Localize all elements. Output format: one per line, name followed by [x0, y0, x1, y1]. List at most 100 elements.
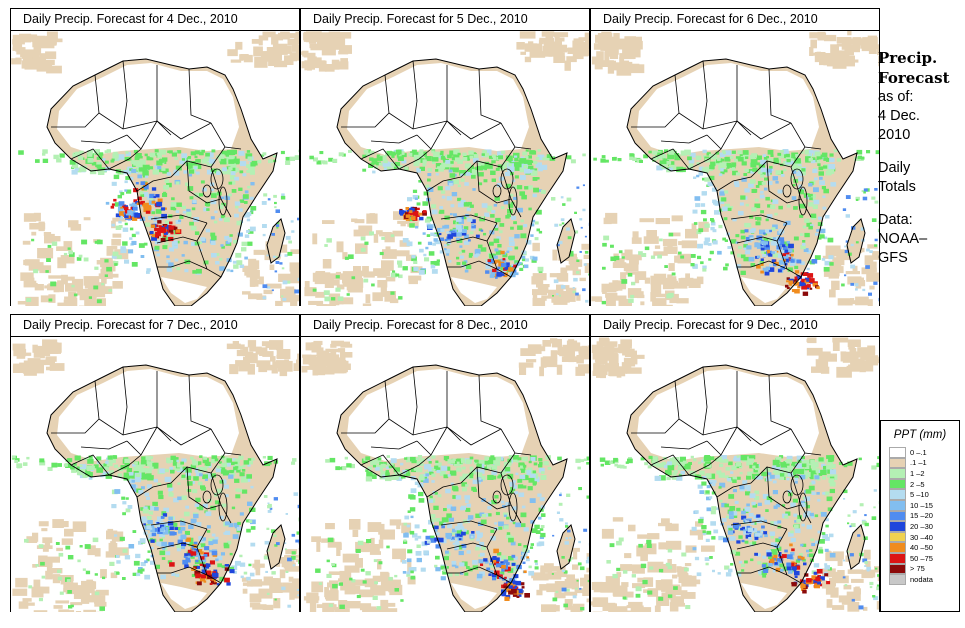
rain-cell: [455, 537, 458, 540]
rain-cell: [437, 537, 444, 543]
rain-cell: [433, 238, 438, 242]
rain-cell: [772, 199, 779, 204]
rain-cell: [138, 567, 143, 571]
drizzle-cell: [315, 32, 331, 42]
rain-cell: [802, 243, 806, 246]
rain-cell: [442, 225, 447, 229]
rain-cell: [605, 159, 609, 163]
rain-cell: [194, 503, 200, 507]
rain-cell: [110, 205, 115, 209]
rain-cell: [416, 544, 421, 548]
rain-cell: [186, 559, 191, 563]
rain-cell: [719, 152, 726, 158]
rain-cell: [825, 157, 831, 162]
drizzle-cell: [869, 285, 875, 290]
rain-cell: [97, 169, 105, 175]
rain-cell: [750, 170, 754, 174]
rain-cell: [785, 284, 789, 288]
rain-cell: [478, 172, 484, 177]
rain-cell: [411, 567, 417, 572]
panel-title: Daily Precip. Forecast for 4 Dec., 2010: [11, 9, 299, 31]
drizzle-cell: [254, 559, 261, 570]
rain-cell: [431, 150, 435, 154]
rain-cell: [16, 463, 23, 468]
rain-cell: [639, 159, 643, 163]
rain-cell: [430, 264, 436, 269]
rain-cell: [262, 224, 267, 228]
rain-cell: [498, 521, 504, 527]
drizzle-cell: [289, 590, 295, 600]
rain-cell: [478, 182, 483, 186]
rain-cell: [131, 169, 137, 173]
drizzle-cell: [634, 605, 644, 612]
rain-cell: [716, 470, 722, 475]
rain-cell: [505, 183, 511, 188]
drizzle-cell: [318, 60, 327, 72]
rain-cell: [440, 538, 447, 544]
rain-cell: [780, 149, 784, 153]
rain-cell: [171, 522, 178, 528]
rain-cell: [786, 455, 793, 461]
rain-cell: [763, 155, 769, 160]
rain-cell: [791, 170, 797, 174]
rain-cell: [491, 156, 497, 161]
rain-cell: [315, 568, 321, 573]
rain-cell: [393, 149, 397, 153]
rain-cell: [35, 159, 40, 163]
rain-cell: [502, 270, 506, 274]
rain-cell: [449, 150, 456, 156]
rain-cell: [440, 565, 446, 570]
rain-cell: [177, 496, 182, 501]
drizzle-cell: [47, 556, 60, 563]
rain-cell: [539, 535, 544, 539]
drizzle-cell: [107, 528, 114, 532]
rain-cell: [146, 270, 150, 274]
rain-cell: [262, 152, 267, 156]
rain-cell: [357, 540, 364, 546]
rain-cell: [241, 247, 247, 252]
country-border: [476, 160, 522, 218]
drizzle-cell: [581, 243, 589, 250]
rain-cell: [641, 253, 647, 257]
rain-cell: [431, 204, 437, 209]
rain-cell: [448, 517, 454, 522]
rain-cell: [854, 156, 860, 161]
rain-cell: [744, 188, 750, 193]
rain-cell: [241, 241, 247, 247]
rain-cell: [205, 511, 212, 516]
rain-cell: [139, 156, 143, 159]
rain-cell: [704, 237, 710, 242]
drizzle-cell: [26, 283, 38, 287]
rain-cell: [517, 457, 522, 461]
rain-cell: [132, 530, 137, 533]
rain-cell: [489, 570, 494, 574]
rain-cell: [503, 200, 509, 205]
drizzle-cell: [99, 286, 113, 294]
rain-cell: [246, 150, 251, 153]
rain-cell: [493, 548, 499, 554]
drizzle-cell: [322, 259, 332, 269]
rain-cell: [148, 524, 155, 530]
rain-cell: [390, 272, 397, 278]
rain-cell: [193, 566, 197, 569]
rain-cell: [731, 150, 736, 154]
rain-cell: [819, 180, 825, 186]
drizzle-cell: [336, 284, 345, 290]
drizzle-cell: [278, 32, 283, 41]
rain-cell: [712, 240, 718, 245]
rain-cell: [216, 465, 221, 469]
rain-cell: [288, 240, 292, 244]
rain-cell: [378, 561, 383, 565]
rain-cell: [160, 574, 166, 580]
rain-cell: [123, 472, 129, 477]
rain-cell: [540, 164, 548, 170]
rain-cell: [783, 168, 787, 172]
rain-cell: [430, 261, 435, 265]
country-border: [702, 60, 708, 130]
rain-cell: [181, 495, 187, 500]
rain-cell: [186, 211, 192, 216]
rain-cell: [154, 149, 159, 153]
rain-cell: [298, 560, 299, 564]
rain-cell: [291, 551, 296, 555]
drizzle-cell: [830, 587, 839, 598]
